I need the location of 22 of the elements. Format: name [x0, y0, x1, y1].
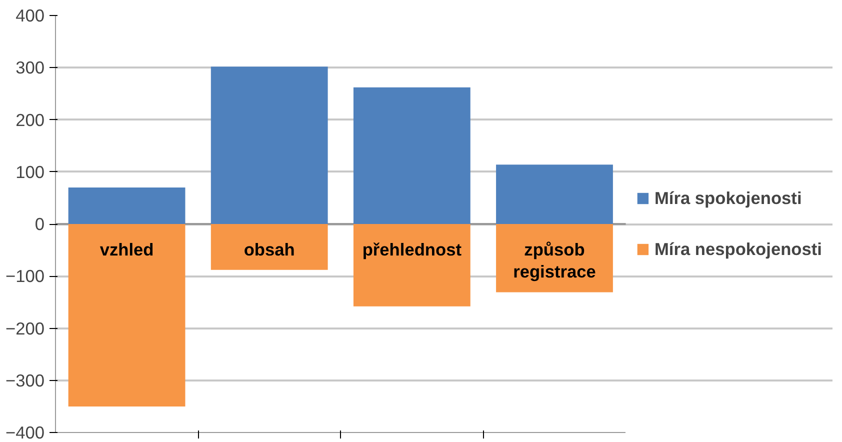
y-tick-label: −200	[5, 318, 44, 338]
y-tick-label: 100	[16, 162, 45, 182]
bar	[68, 224, 186, 406]
x-tick-label: přehlednost	[362, 240, 462, 260]
bar	[496, 164, 613, 224]
bar	[210, 224, 328, 270]
bar	[68, 188, 186, 224]
bar	[210, 66, 328, 224]
y-tick-label: 400	[16, 6, 45, 26]
legend-label: Míra nespokojenosti	[654, 238, 822, 260]
legend-label: Míra spokojenosti	[654, 188, 802, 208]
y-tick-label: 300	[16, 58, 45, 78]
x-tick-label: obsah	[244, 240, 295, 260]
y-tick-label: 0	[34, 214, 45, 234]
bar	[353, 224, 470, 306]
y-tick-label: −400	[5, 422, 44, 442]
x-tick-label: způsob registrace	[513, 240, 596, 282]
y-tick-label: −300	[5, 370, 44, 390]
y-tick-label: 200	[16, 110, 45, 130]
bar	[353, 87, 470, 224]
y-tick-label: −100	[5, 266, 44, 286]
x-tick-label: vzhled	[100, 240, 154, 260]
